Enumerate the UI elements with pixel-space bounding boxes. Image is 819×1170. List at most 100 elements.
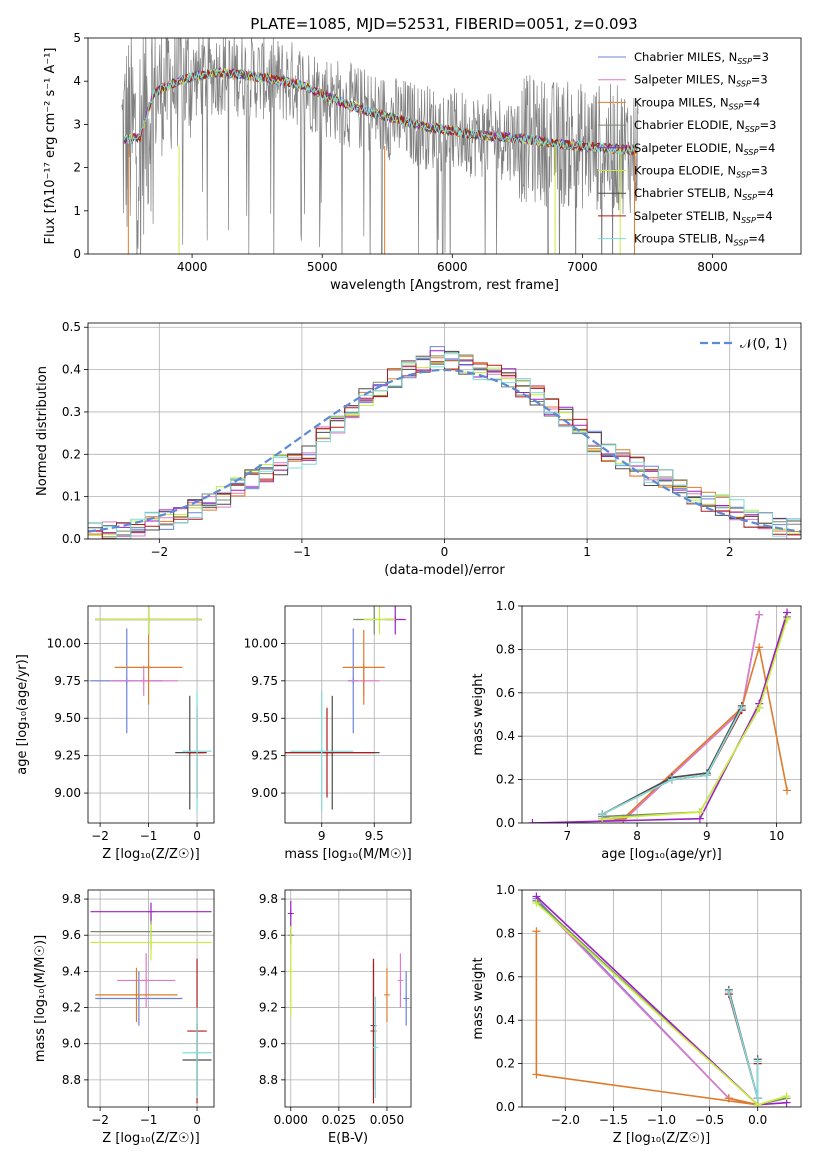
hist-ytick-label: 0.0	[62, 532, 81, 546]
ageM-ytick-label: 10.00	[244, 636, 278, 650]
spec-ytick-label: 0	[73, 247, 81, 261]
mwAge-line-chabrier-stelib	[601, 705, 743, 816]
ageM-ytick-label: 9.00	[251, 786, 278, 800]
spec-ylabel: Flux [fλ10⁻¹⁷ erg cm⁻² s⁻¹ A⁻¹]	[43, 48, 58, 245]
mwZ-marker-kroupa-miles	[532, 1070, 541, 1079]
spec-xtick-label: 5000	[307, 260, 338, 274]
mwZ-marker-kroupa-elodie	[532, 899, 541, 908]
mE-point-salpeter-miles	[397, 977, 404, 984]
mwZ-marker-kroupa-stelib	[753, 1057, 762, 1066]
ageM-point-kroupa-miles	[360, 664, 367, 671]
spectrum-legend-entry: Salpeter MILES, NSSP=3	[634, 73, 768, 89]
hist-plot-area	[88, 323, 801, 539]
mwAge-marker-kroupa-miles	[783, 786, 792, 795]
spec-xtick-label: 7000	[567, 260, 598, 274]
mwAge-marker-kroupa-elodie	[695, 808, 704, 817]
ageZ-ytick-label: 9.75	[54, 674, 81, 688]
mwAge-xtick-label: 8	[633, 829, 641, 843]
mZ-point-salpeter-miles	[143, 977, 150, 984]
spec-plot-area	[121, 38, 639, 254]
mwAge-ytick-label: 0.8	[496, 642, 515, 656]
hist-ytick-label: 0.1	[62, 490, 81, 504]
mwAge-plot-area	[522, 606, 801, 823]
mZ-ylabel: mass [log₁₀(M/M☉)]	[33, 935, 48, 1062]
spectrum-legend-entry: Salpeter STELIB, NSSP=4	[634, 209, 773, 225]
mwZ-marker-kroupa-miles	[532, 927, 541, 936]
mwZ-xtick-label: −1.5	[599, 1113, 628, 1127]
mwAge-xtick-label: 7	[564, 829, 572, 843]
mE-ytick-label: 9.0	[259, 1037, 278, 1051]
ageM-xtick-label: 9	[318, 829, 326, 843]
hist-xtick-label: 2	[726, 545, 734, 559]
ageZ-xtick-label: 0	[193, 829, 201, 843]
ageM-xlabel: mass [log₁₀(M/M☉)]	[284, 847, 411, 862]
mwAge-ytick-label: 0.2	[496, 773, 515, 787]
spec-xlabel: wavelength [Angstrom, rest frame]	[330, 278, 559, 293]
spec-xtick-label: 4000	[177, 260, 208, 274]
mZ-ytick-label: 8.8	[62, 1073, 81, 1087]
mE-point-chabrier-miles	[403, 995, 410, 1002]
mE-xtick-label: 0.000	[274, 1113, 308, 1127]
spectrum-model-kroupa-stelib	[123, 68, 638, 156]
mwAge-line-kroupa-miles	[602, 646, 788, 820]
figure-title: PLATE=1085, MJD=52531, FIBERID=0051, z=0…	[250, 15, 637, 33]
spectrum-legend-entry: Kroupa STELIB, NSSP=4	[634, 232, 765, 248]
ageZ-ytick-label: 9.50	[54, 711, 81, 725]
mwZ-plot-area	[522, 890, 801, 1107]
ageZ-plot-area	[88, 606, 214, 823]
mwAge-marker-kroupa-stelib	[737, 703, 746, 712]
hist-xtick-label: −2	[150, 545, 168, 559]
mE-frame	[284, 889, 412, 1108]
ageM-ytick-label: 9.25	[251, 749, 278, 763]
ageZ-point-kroupa-stelib	[194, 748, 201, 755]
ageM-point-salpeter-stelib	[324, 749, 330, 756]
mE-xtick-label: 0.050	[370, 1113, 404, 1127]
mwZ-xtick-label: −0.5	[695, 1113, 724, 1127]
mwZ-xtick-label: −2.0	[551, 1113, 580, 1127]
mE-ytick-label: 9.2	[259, 1001, 278, 1015]
spectrum-data-line	[121, 38, 639, 254]
hist-ytick-label: 0.5	[62, 320, 81, 334]
ageZ-xlabel: Z [log₁₀(Z/Z☉)]	[102, 847, 199, 862]
mwZ-ytick-label: 0.8	[496, 926, 515, 940]
mwAge-line-kroupa-stelib	[601, 707, 743, 816]
mZ-xlabel: Z [log₁₀(Z/Z☉)]	[102, 1131, 199, 1146]
mE-plot-area	[285, 890, 411, 1107]
normal-curve	[88, 368, 801, 533]
mwAge-ytick-label: 0.6	[496, 686, 515, 700]
ageZ-frame	[87, 605, 215, 824]
mZ-ytick-label: 9.0	[62, 1037, 81, 1051]
mwAge-line-salpeter-stelib	[601, 709, 743, 816]
mwAge-marker-kroupa-stelib	[702, 771, 711, 780]
mwAge-marker-salpeter-elodie	[528, 819, 537, 823]
spec-ytick-label: 5	[73, 31, 81, 45]
ageM-ytick-label: 9.75	[251, 674, 278, 688]
mwZ-line-kroupa-miles	[535, 931, 758, 1106]
mE-ytick-label: 8.8	[259, 1073, 278, 1087]
hist-ylabel: Normed distribution	[35, 366, 50, 496]
mwAge-marker-kroupa-miles	[755, 643, 764, 652]
spectrum-legend-entry: Kroupa MILES, NSSP=4	[634, 95, 760, 111]
hist-xlabel: (data-model)/error	[384, 563, 505, 578]
mZ-ytick-label: 9.2	[62, 1001, 81, 1015]
mwAge-xtick-label: 10	[769, 829, 784, 843]
hist-ytick-label: 0.3	[62, 405, 81, 419]
mZ-xtick-label: 0	[193, 1113, 201, 1127]
mwAge-marker-kroupa-elodie	[783, 615, 792, 624]
mE-point-kroupa-miles	[383, 991, 390, 998]
mwZ-ytick-label: 0.6	[496, 970, 515, 984]
hist-frame	[87, 322, 802, 540]
mwZ-marker-kroupa-stelib	[724, 987, 733, 996]
mwZ-xtick-label: −1.0	[647, 1113, 676, 1127]
spec-ytick-label: 2	[73, 161, 81, 175]
hist-xtick-label: 0	[441, 545, 449, 559]
mE-point-salpeter-elodie	[287, 910, 294, 917]
mwAge-ylabel: mass weight	[471, 673, 486, 755]
mE-xlabel: E(B-V)	[328, 1131, 368, 1146]
spec-ytick-label: 3	[73, 117, 81, 131]
mwAge-marker-kroupa-stelib	[598, 810, 607, 819]
mE-ytick-label: 9.6	[259, 928, 278, 942]
ageM-frame	[284, 605, 412, 824]
mE-ytick-label: 9.8	[259, 892, 278, 906]
